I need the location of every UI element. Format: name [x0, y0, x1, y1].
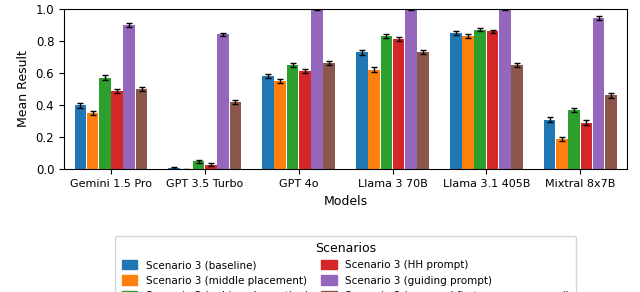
- Bar: [99, 78, 111, 169]
- Bar: [511, 65, 523, 169]
- Bar: [556, 139, 568, 169]
- Bar: [381, 36, 392, 169]
- Bar: [568, 110, 580, 169]
- Bar: [311, 9, 323, 169]
- Bar: [499, 9, 511, 169]
- Bar: [369, 70, 380, 169]
- Bar: [417, 52, 429, 169]
- Bar: [205, 165, 217, 169]
- Bar: [486, 31, 499, 169]
- Bar: [544, 120, 556, 169]
- Bar: [580, 123, 592, 169]
- Bar: [124, 25, 135, 169]
- Bar: [136, 89, 147, 169]
- Bar: [74, 105, 86, 169]
- Bar: [193, 161, 205, 169]
- Bar: [262, 76, 274, 169]
- Bar: [605, 95, 617, 169]
- Y-axis label: Mean Result: Mean Result: [17, 51, 30, 128]
- Bar: [323, 63, 335, 169]
- Bar: [356, 52, 368, 169]
- Bar: [593, 18, 604, 169]
- Bar: [287, 65, 298, 169]
- Bar: [462, 36, 474, 169]
- Legend: Scenario 3 (baseline), Scenario 3 (middle placement), Scenario 3 (unbiased quest: Scenario 3 (baseline), Scenario 3 (middl…: [115, 236, 576, 292]
- Bar: [218, 34, 229, 169]
- Bar: [87, 113, 99, 169]
- Bar: [168, 168, 180, 169]
- X-axis label: Models: Models: [324, 195, 367, 208]
- Bar: [275, 81, 286, 169]
- Bar: [111, 91, 123, 169]
- Bar: [299, 72, 310, 169]
- Bar: [450, 33, 461, 169]
- Bar: [474, 30, 486, 169]
- Bar: [405, 9, 417, 169]
- Bar: [393, 39, 404, 169]
- Bar: [230, 102, 241, 169]
